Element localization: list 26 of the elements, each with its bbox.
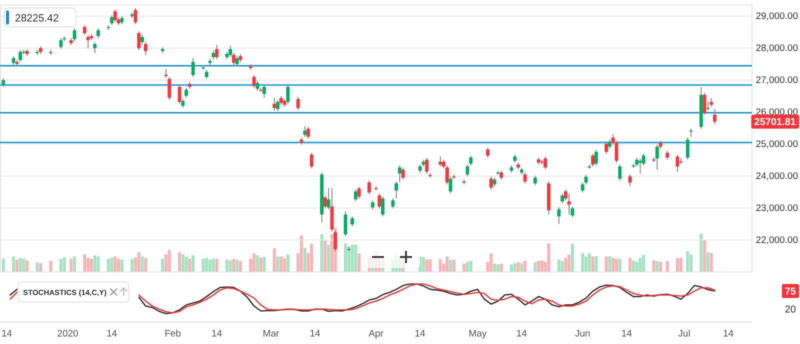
- y-tick-label: 25,000.00: [756, 139, 798, 150]
- x-tick-label: Jun: [574, 328, 590, 340]
- y-tick-label: 22,000.00: [756, 235, 798, 246]
- annotation: 28225.42: [15, 12, 59, 24]
- x-tick-label: 2020: [57, 328, 78, 340]
- x-tick-label: 14: [106, 328, 118, 340]
- x-tick-label: 14: [212, 328, 222, 340]
- x-tick-label: 14: [1, 328, 12, 340]
- x-tick-label: 14: [723, 328, 734, 340]
- x-tick-label: 14: [310, 328, 320, 340]
- y-tick-label: 28,000.00: [756, 43, 798, 54]
- x-tick-label: 14: [621, 328, 632, 340]
- x-tick-label: Mar: [262, 328, 280, 340]
- x-tick-label: Feb: [164, 328, 181, 340]
- y-tick-label: 27,000.00: [756, 75, 798, 86]
- x-tick-label: May: [468, 328, 487, 340]
- text: 20: [784, 304, 796, 316]
- text: 75: [784, 286, 796, 298]
- y-tick-label: 24,000.00: [756, 171, 798, 182]
- y-tick-label: 29,000.00: [756, 11, 798, 22]
- x-tick-label: Apr: [368, 328, 384, 340]
- y-tick-label: 23,000.00: [756, 203, 798, 214]
- x-tick-label: 14: [516, 328, 527, 340]
- x-tick-label: Jul: [678, 328, 690, 340]
- x-tick-label: 14: [414, 328, 426, 340]
- text: 25701.81: [754, 117, 796, 128]
